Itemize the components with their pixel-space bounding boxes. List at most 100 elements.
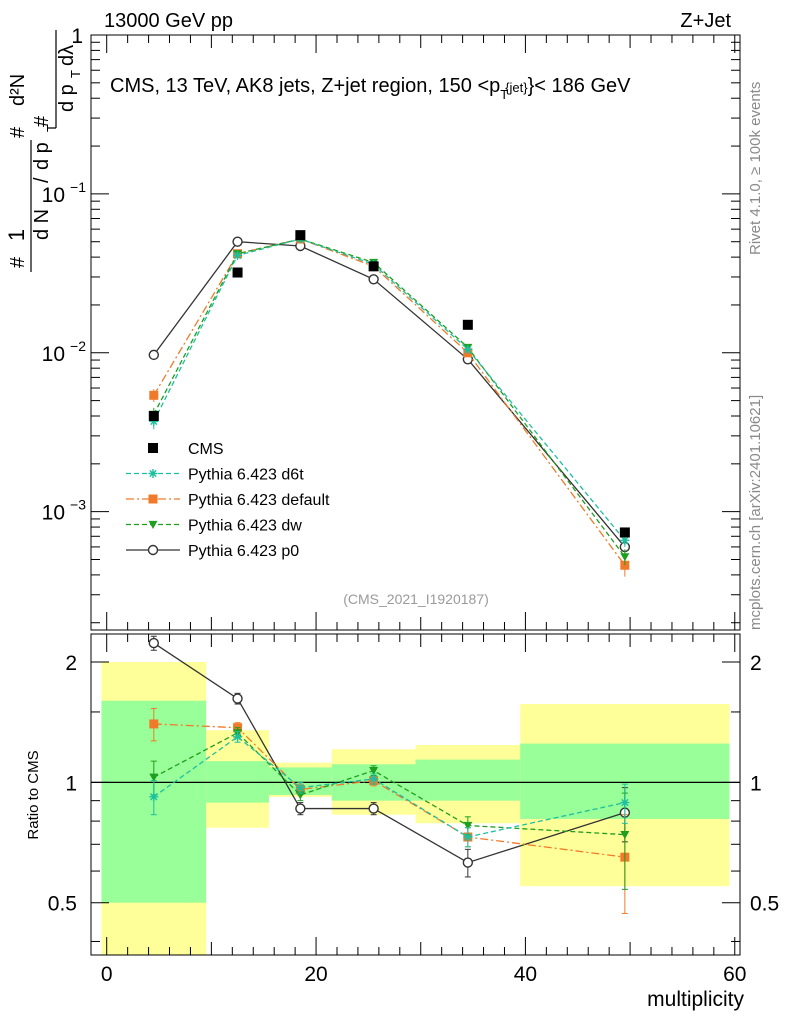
ratio-point-pythia-6-423-d6t <box>620 798 630 808</box>
ratio-point-pythia-6-423-p0 <box>462 857 474 868</box>
legend-label-cms: CMS <box>188 441 224 458</box>
ratio-point-pythia-6-423-default <box>149 719 159 729</box>
legend-marker-pythia-6-423-default <box>148 494 158 504</box>
ratio-line-pythia-6-423-dw <box>153 732 625 836</box>
ratio-point-pythia-6-423-p0 <box>148 637 160 649</box>
x-tick-label: 60 <box>723 963 746 986</box>
point-pythia-6-423-d6t <box>149 416 159 426</box>
watermark: (CMS_2021_I1920187) <box>343 591 489 607</box>
main-frame <box>90 34 741 631</box>
header-right: Z+Jet <box>680 10 731 32</box>
ratio-line-pythia-6-423-d6t <box>153 735 625 838</box>
ylabel-one: 1 <box>4 229 29 241</box>
y-tick-label: 10 <box>42 502 65 525</box>
ylabel-dn: d N <box>31 209 53 240</box>
x-axis-label: multiplicity <box>647 988 744 1011</box>
point-pythia-6-423-p0 <box>232 236 243 247</box>
ratio-line-pythia-6-423-p0 <box>153 642 626 864</box>
legend-marker-pythia-6-423-dw <box>148 520 158 529</box>
ratio-point-pythia-6-423-d6t <box>295 783 305 793</box>
title-prefix: CMS, 13 TeV, AK8 jets, Z+jet region, 150… <box>110 75 500 97</box>
legend-label-pythia-6-423-dw: Pythia 6.423 dw <box>188 518 302 535</box>
y-tick-exponent: −3 <box>70 497 86 513</box>
line-pythia-6-423-d6t <box>153 238 626 541</box>
main-panel: 1 10 −1 10 −2 10 −3 CMS, 13 TeV, AK8 jets, Z+j… <box>4 25 741 631</box>
ratio-y-tick-label: 1 <box>65 772 77 795</box>
ratio-point-pythia-6-423-dw <box>369 767 379 776</box>
x-tick-label: 40 <box>514 963 537 986</box>
ratio-point-pythia-6-423-p0 <box>368 803 379 814</box>
point-cms <box>232 267 243 278</box>
y-tick-exponent: −1 <box>70 179 86 195</box>
ratio-y-tick-label: 2 <box>65 652 77 675</box>
ratio-y-tick-label-right: 1 <box>750 772 762 795</box>
y-tick-label: 1 <box>71 25 83 48</box>
ylabel-dpt-sub: T <box>44 124 59 132</box>
header-left: 13000 GeV pp <box>104 10 233 32</box>
ratio-point-pythia-6-423-dw <box>620 831 630 840</box>
ylabel-lambda: dλ <box>56 45 78 66</box>
ratio-line-pythia-6-423-default <box>153 723 625 858</box>
point-cms <box>619 527 630 538</box>
ylabel-den-sub: T <box>68 70 83 78</box>
main-title: CMS, 13 TeV, AK8 jets, Z+jet region, 150… <box>110 75 631 102</box>
ylabel-hash-c: # <box>31 115 53 127</box>
ylabel-den: d p <box>56 84 78 112</box>
point-cms <box>368 261 379 272</box>
legend-marker-pythia-6-423-p0 <box>147 544 159 556</box>
line-pythia-6-423-default <box>153 238 626 566</box>
ratio-y-tick-label: 0.5 <box>48 893 77 916</box>
point-pythia-6-423-dw <box>620 553 630 562</box>
rivet-label: Rivet 4.1.0, ≥ 100k events <box>747 82 764 255</box>
ylabel-num: d²N <box>7 74 29 106</box>
y-tick-label: 10 <box>42 184 65 207</box>
legend: CMS Pythia 6.423 d6t Pythia 6.423 default P… <box>126 441 330 560</box>
y-tick-exponent: −2 <box>70 338 86 354</box>
ratio-point-pythia-6-423-d6t <box>369 774 379 784</box>
x-tick-label: 0 <box>101 963 113 986</box>
legend-marker-cms <box>148 443 158 453</box>
main-y-label: 1 # d N / d p T # # d²N d p T dλ <box>4 30 83 272</box>
ratio-point-pythia-6-423-dw <box>463 821 473 831</box>
legend-label-pythia-6-423-default: Pythia 6.423 default <box>188 492 330 509</box>
ratio-point-pythia-6-423-d6t <box>233 732 243 742</box>
main-marks <box>148 230 631 577</box>
legend-label-pythia-6-423-p0: Pythia 6.423 p0 <box>188 543 299 560</box>
ratio-point-pythia-6-423-dw <box>149 773 159 782</box>
ratio-y-label: Ratio to CMS <box>25 750 42 839</box>
ratio-frame <box>90 633 741 956</box>
point-pythia-6-423-p0 <box>148 349 160 361</box>
point-pythia-6-423-d6t <box>463 344 473 354</box>
mcplots-label: mcplots.cern.ch [arXiv:2401.10621] <box>747 395 764 630</box>
point-pythia-6-423-d6t <box>233 250 243 260</box>
y-tick-label: 10 <box>42 343 65 366</box>
ylabel-hash-b: # <box>7 126 29 138</box>
ratio-y-tick-label-right: 2 <box>750 652 762 675</box>
ratio-panel: 2 2 1 1 0.5 0.5 0 20 40 60 Ratio to CMS multiplic… <box>25 633 779 1011</box>
point-pythia-6-423-d6t <box>620 535 630 545</box>
line-pythia-6-423-p0 <box>153 241 626 548</box>
point-cms <box>295 230 306 241</box>
ratio-marks <box>91 635 740 955</box>
ylabel-slash: / <box>31 177 53 183</box>
point-cms <box>462 319 473 330</box>
x-tick-label: 20 <box>304 963 327 986</box>
legend-marker-pythia-6-423-d6t <box>148 469 158 478</box>
legend-label-pythia-6-423-d6t: Pythia 6.423 d6t <box>188 467 304 484</box>
point-cms <box>148 411 159 422</box>
title-sup: {jet} <box>505 80 528 95</box>
ratio-point-pythia-6-423-d6t <box>149 792 159 802</box>
ylabel-dpt: d p <box>31 142 53 170</box>
point-pythia-6-423-p0 <box>368 274 379 285</box>
ratio-y-tick-label-right: 0.5 <box>750 893 779 916</box>
title-sub: T <box>500 87 508 102</box>
uncertainty-band-green <box>415 759 521 801</box>
main-axes: 1 10 −1 10 −2 10 −3 <box>42 25 740 630</box>
point-pythia-6-423-default <box>149 390 159 400</box>
ylabel-hash-a: # <box>7 256 29 268</box>
title-suffix: }< 186 GeV <box>528 75 632 97</box>
ratio-axes: 2 2 1 1 0.5 0.5 0 20 40 60 <box>48 634 779 986</box>
ratio-point-pythia-6-423-d6t <box>463 832 473 842</box>
ratio-point-pythia-6-423-p0 <box>232 693 243 704</box>
